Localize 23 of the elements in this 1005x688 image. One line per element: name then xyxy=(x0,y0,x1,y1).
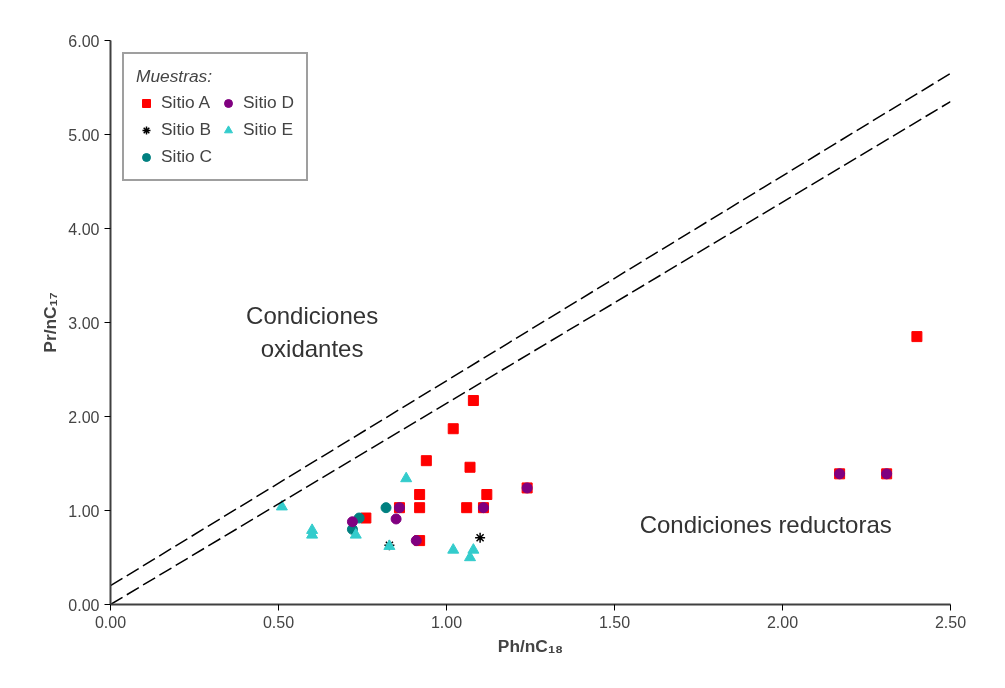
legend-label: Sitio D xyxy=(243,92,295,113)
x-tick-label: 1.00 xyxy=(430,613,463,631)
y-tick-label: 5.00 xyxy=(68,126,100,144)
x-tick-label: 2.00 xyxy=(766,613,799,631)
y-tick-label: 2.00 xyxy=(68,408,100,426)
x-axis-title: Ph/nC₁₈ xyxy=(497,635,564,656)
legend-label: Sitio A xyxy=(161,92,211,113)
y-tick-label: 3.00 xyxy=(68,314,100,332)
annotation: Condiciones reductoras xyxy=(639,511,892,539)
y-tick-label: 6.00 xyxy=(68,32,100,50)
y-tick-label: 1.00 xyxy=(68,502,100,520)
annotation: Condiciones oxidantes xyxy=(246,302,379,362)
y-tick-label: 4.00 xyxy=(68,220,100,238)
x-tick-label: 0.00 xyxy=(94,613,127,631)
legend-label: Sitio C xyxy=(161,146,213,167)
legend-title: Muestras: xyxy=(136,66,214,87)
y-axis-title: Pr/nC₁₇ xyxy=(40,292,61,353)
legend-label: Sitio B xyxy=(161,119,212,140)
legend-label: Sitio E xyxy=(243,119,294,140)
y-tick-label: 0.00 xyxy=(68,596,100,614)
x-tick-label: 2.50 xyxy=(934,613,967,631)
x-tick-label: 1.50 xyxy=(598,613,631,631)
x-tick-label: 0.50 xyxy=(262,613,295,631)
